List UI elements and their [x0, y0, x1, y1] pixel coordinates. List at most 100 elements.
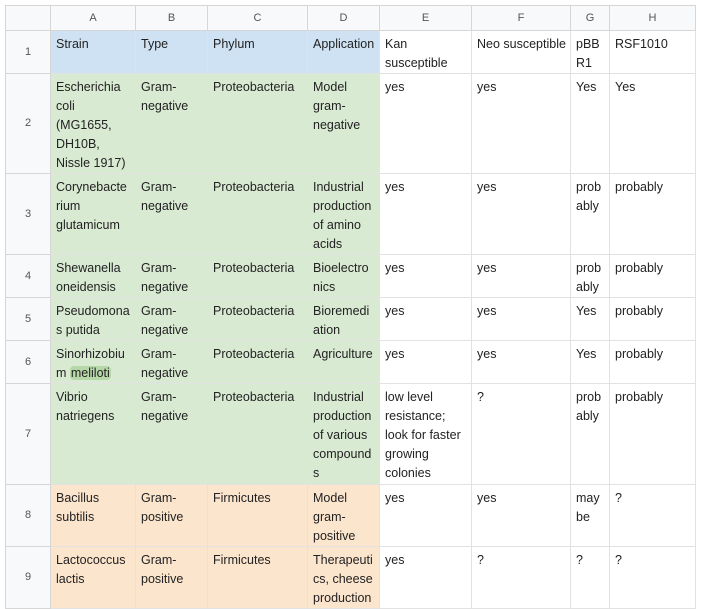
row-number[interactable]: 9: [5, 546, 51, 609]
cell[interactable]: Bioremediation: [307, 297, 380, 341]
cell[interactable]: Yes: [609, 73, 696, 174]
cell-text: Sinorhizobium: [56, 347, 125, 380]
cell[interactable]: Therapeutics, cheese production: [307, 546, 380, 609]
cell[interactable]: Proteobacteria: [207, 254, 308, 298]
cell[interactable]: Yes: [570, 340, 610, 384]
cell[interactable]: probably: [570, 254, 610, 298]
cell[interactable]: Gram-positive: [135, 484, 208, 547]
row-number[interactable]: 1: [5, 30, 51, 74]
cell[interactable]: Proteobacteria: [207, 173, 308, 255]
cell[interactable]: probably: [570, 173, 610, 255]
cell[interactable]: Firmicutes: [207, 546, 308, 609]
cell[interactable]: yes: [379, 546, 472, 609]
cell[interactable]: Proteobacteria: [207, 73, 308, 174]
cell[interactable]: yes: [379, 340, 472, 384]
cell[interactable]: probably: [609, 383, 696, 485]
sheet-row: 9 Lactococcus lactis Gram-positive Firmicut…: [5, 546, 696, 609]
cell[interactable]: Industrial production of various compoun…: [307, 383, 380, 485]
row-number[interactable]: 8: [5, 484, 51, 547]
spreadsheet: A B C D E F G H 1 Strain Type Phylum Application Kan …: [5, 5, 696, 609]
cell[interactable]: ?: [471, 546, 571, 609]
cell[interactable]: pBBR1: [570, 30, 610, 74]
cell[interactable]: Escherichia coli (MG1655, DH10B, Nissle …: [50, 73, 136, 174]
sheet-row: 8 Bacillus subtilis Gram-positive Firmicute…: [5, 484, 696, 547]
cell[interactable]: ?: [471, 383, 571, 485]
column-header[interactable]: C: [207, 5, 308, 31]
cell[interactable]: yes: [379, 254, 472, 298]
cell[interactable]: Shewanella oneidensis: [50, 254, 136, 298]
cell[interactable]: Firmicutes: [207, 484, 308, 547]
cell[interactable]: yes: [471, 173, 571, 255]
cell[interactable]: yes: [471, 73, 571, 174]
cell[interactable]: yes: [471, 297, 571, 341]
cell[interactable]: Gram-negative: [135, 340, 208, 384]
cell[interactable]: probably: [570, 383, 610, 485]
cell[interactable]: yes: [379, 484, 472, 547]
cell[interactable]: Application: [307, 30, 380, 74]
cell[interactable]: Bacillus subtilis: [50, 484, 136, 547]
cell[interactable]: yes: [379, 173, 472, 255]
cell[interactable]: Strain: [50, 30, 136, 74]
cell[interactable]: Gram-negative: [135, 73, 208, 174]
cell[interactable]: Lactococcus lactis: [50, 546, 136, 609]
cell[interactable]: Phylum: [207, 30, 308, 74]
cell[interactable]: RSF1010: [609, 30, 696, 74]
page: A B C D E F G H 1 Strain Type Phylum Application Kan …: [5, 5, 696, 609]
cell[interactable]: Pseudomonas putida: [50, 297, 136, 341]
cell[interactable]: Kan susceptible: [379, 30, 472, 74]
column-header[interactable]: B: [135, 5, 208, 31]
cell[interactable]: Gram-negative: [135, 297, 208, 341]
cell[interactable]: Gram-positive: [135, 546, 208, 609]
sheet-row: 6 Sinorhizobium meliloti Gram-negative Prot…: [5, 340, 696, 384]
column-header[interactable]: A: [50, 5, 136, 31]
cell[interactable]: Agriculture: [307, 340, 380, 384]
cell[interactable]: Neo susceptible: [471, 30, 571, 74]
row-number[interactable]: 6: [5, 340, 51, 384]
cell[interactable]: Yes: [570, 73, 610, 174]
cell[interactable]: Type: [135, 30, 208, 74]
corner-cell: [5, 5, 51, 31]
sheet-row: 2 Escherichia coli (MG1655, DH10B, Nissle…: [5, 73, 696, 174]
cell[interactable]: Industrial production of amino acids: [307, 173, 380, 255]
row-number[interactable]: 5: [5, 297, 51, 341]
cell[interactable]: probably: [609, 254, 696, 298]
row-number[interactable]: 7: [5, 383, 51, 485]
column-header[interactable]: G: [570, 5, 610, 31]
cell[interactable]: ?: [609, 484, 696, 547]
cell[interactable]: yes: [379, 297, 472, 341]
cell[interactable]: Gram-negative: [135, 173, 208, 255]
cell[interactable]: ?: [609, 546, 696, 609]
row-number[interactable]: 2: [5, 73, 51, 174]
cell[interactable]: Gram-negative: [135, 383, 208, 485]
cell[interactable]: maybe: [570, 484, 610, 547]
cell[interactable]: yes: [471, 484, 571, 547]
column-header[interactable]: E: [379, 5, 472, 31]
cell[interactable]: probably: [609, 340, 696, 384]
row-number[interactable]: 4: [5, 254, 51, 298]
cell[interactable]: low level resistance; look for faster gr…: [379, 383, 472, 485]
cell[interactable]: Model gram-negative: [307, 73, 380, 174]
cell[interactable]: ?: [570, 546, 610, 609]
column-header[interactable]: F: [471, 5, 571, 31]
cell[interactable]: yes: [379, 73, 472, 174]
cell[interactable]: yes: [471, 340, 571, 384]
cell[interactable]: Bioelectronics: [307, 254, 380, 298]
cell[interactable]: probably: [609, 297, 696, 341]
cell[interactable]: Corynebacterium glutamicum: [50, 173, 136, 255]
cell[interactable]: Vibrio natriegens: [50, 383, 136, 485]
cell[interactable]: yes: [471, 254, 571, 298]
sheet-row: 4 Shewanella oneidensis Gram-negative Prote…: [5, 254, 696, 298]
column-header[interactable]: D: [307, 5, 380, 31]
sheet-row: 7 Vibrio natriegens Gram-negative Proteobac…: [5, 383, 696, 485]
cell[interactable]: Yes: [570, 297, 610, 341]
cell[interactable]: Gram-negative: [135, 254, 208, 298]
column-header[interactable]: H: [609, 5, 696, 31]
row-number[interactable]: 3: [5, 173, 51, 255]
cell[interactable]: Sinorhizobium meliloti: [50, 340, 136, 384]
cell[interactable]: probably: [609, 173, 696, 255]
cell[interactable]: Proteobacteria: [207, 340, 308, 384]
cell[interactable]: Proteobacteria: [207, 383, 308, 485]
cell[interactable]: Model gram-positive: [307, 484, 380, 547]
cell[interactable]: Proteobacteria: [207, 297, 308, 341]
